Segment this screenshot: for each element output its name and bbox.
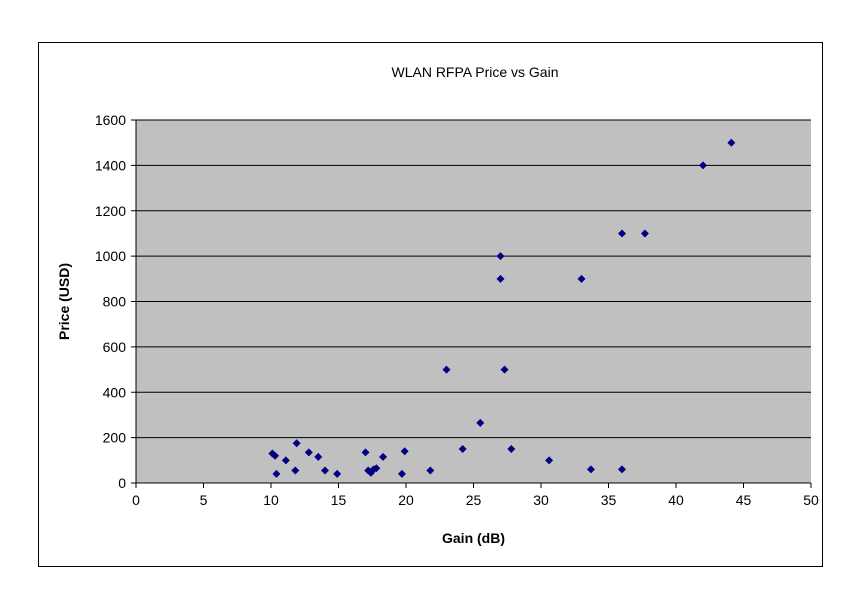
x-tick-label: 5 [200, 492, 208, 508]
x-tick-label: 25 [466, 492, 482, 508]
y-tick-labels: 0 200 400 600 800 1000 1200 1400 1600 [95, 112, 136, 491]
data-point [304, 448, 313, 457]
data-point [476, 418, 485, 427]
data-point [496, 274, 505, 283]
data-point [699, 161, 707, 170]
y-tick-label: 600 [103, 339, 127, 355]
data-point [442, 365, 451, 374]
data-point [618, 465, 626, 474]
y-tick-label: 0 [118, 475, 126, 491]
x-tick-labels: 0 5 10 15 20 25 30 35 40 45 50 [132, 483, 819, 508]
data-point [272, 469, 281, 478]
data-point [361, 448, 370, 457]
y-axis-title: Price (USD) [56, 263, 72, 340]
y-tick-label: 1600 [95, 112, 126, 128]
data-point [500, 365, 509, 374]
y-tick-label: 1400 [95, 157, 126, 173]
data-point [321, 466, 329, 475]
data-point [640, 229, 649, 238]
data-point [727, 138, 736, 147]
x-tick-label: 50 [803, 492, 819, 508]
data-point [458, 444, 467, 453]
data-point [426, 466, 435, 475]
data-point [586, 465, 595, 474]
scatter-chart: WLAN RFPA Price vs Gain 0 5 10 15 20 25 30 35 40… [56, 64, 819, 546]
data-point [545, 456, 554, 465]
x-tick-label: 15 [331, 492, 347, 508]
data-point [291, 466, 300, 475]
data-point [271, 451, 280, 460]
x-axis-title: Gain (dB) [442, 530, 505, 546]
data-points [268, 138, 736, 478]
data-point [618, 229, 626, 238]
x-tick-label: 0 [132, 492, 140, 508]
y-tick-label: 200 [103, 430, 127, 446]
data-point [397, 469, 406, 478]
y-tick-label: 1200 [95, 203, 126, 219]
data-point [333, 469, 342, 478]
data-point [372, 464, 381, 473]
chart-frame: WLAN RFPA Price vs Gain 0 5 10 15 20 25 30 35 40… [38, 42, 823, 567]
data-point [379, 452, 388, 461]
data-point [400, 447, 409, 456]
chart-title: WLAN RFPA Price vs Gain [391, 64, 558, 80]
data-point [281, 456, 290, 465]
y-tick-label: 400 [103, 384, 127, 400]
y-tick-label: 800 [103, 294, 127, 310]
data-point [507, 444, 516, 453]
x-tick-label: 20 [398, 492, 414, 508]
x-tick-label: 40 [668, 492, 684, 508]
x-tick-label: 10 [263, 492, 279, 508]
data-point [496, 252, 505, 261]
data-point [292, 439, 301, 448]
data-point [577, 274, 586, 283]
x-tick-label: 30 [533, 492, 549, 508]
x-tick-label: 35 [601, 492, 617, 508]
x-tick-label: 45 [736, 492, 752, 508]
data-point [314, 452, 323, 461]
y-tick-label: 1000 [95, 248, 126, 264]
